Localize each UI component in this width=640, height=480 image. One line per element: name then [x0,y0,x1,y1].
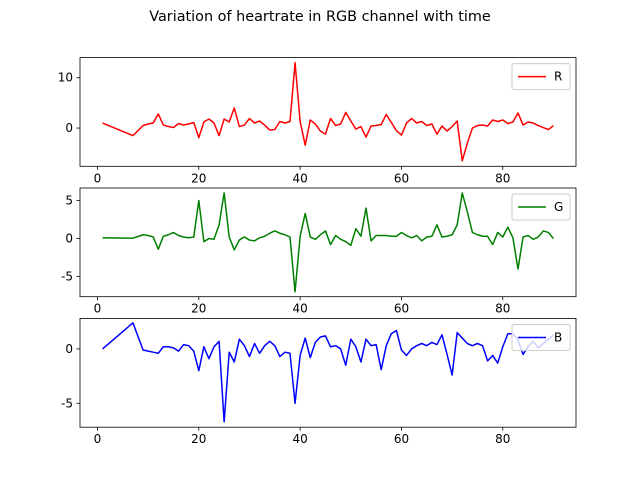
y-tick-label: -5 [61,396,73,410]
y-tick-label: -5 [61,270,73,284]
x-tick-label: 60 [394,432,409,446]
legend: B [511,324,571,351]
axes-frame [79,187,577,298]
legend-label: B [554,331,562,345]
x-tick-label: 0 [94,171,102,185]
legend: G [511,193,571,221]
x-tick-label: 20 [191,432,206,446]
y-tick-label: 5 [65,194,73,208]
series-line [102,61,554,162]
x-tick-label: 0 [94,302,102,316]
series-line [102,322,554,423]
figure-title: Variation of heartrate in RGB channel wi… [149,9,491,25]
x-tick-label: 60 [394,302,409,316]
axes-frame [79,57,577,167]
y-tick-label: 0 [65,342,73,356]
y-tick-label: 10 [58,71,73,85]
x-tick-label: 40 [292,302,307,316]
x-tick-label: 80 [495,302,510,316]
series-line [102,192,555,293]
x-tick-label: 40 [292,171,307,185]
legend-label: G [554,200,563,214]
legend: R [511,63,571,91]
x-tick-label: 80 [495,171,510,185]
subplot: 0 20 40 60 80 -5 0 B [61,318,577,446]
x-tick-label: 20 [191,302,206,316]
y-tick-label: 0 [65,121,73,135]
x-tick-label: 20 [191,171,206,185]
subplot: 0 20 40 60 80 0 10 R [58,57,577,185]
x-tick-label: 40 [292,432,307,446]
axes-frame [79,318,577,428]
subplot: 0 20 40 60 80 -5 0 5 G [61,187,577,316]
x-tick-label: 80 [495,432,510,446]
legend-label: R [554,70,562,84]
x-tick-label: 0 [94,432,102,446]
x-tick-label: 60 [394,171,409,185]
y-tick-label: 0 [65,232,73,246]
